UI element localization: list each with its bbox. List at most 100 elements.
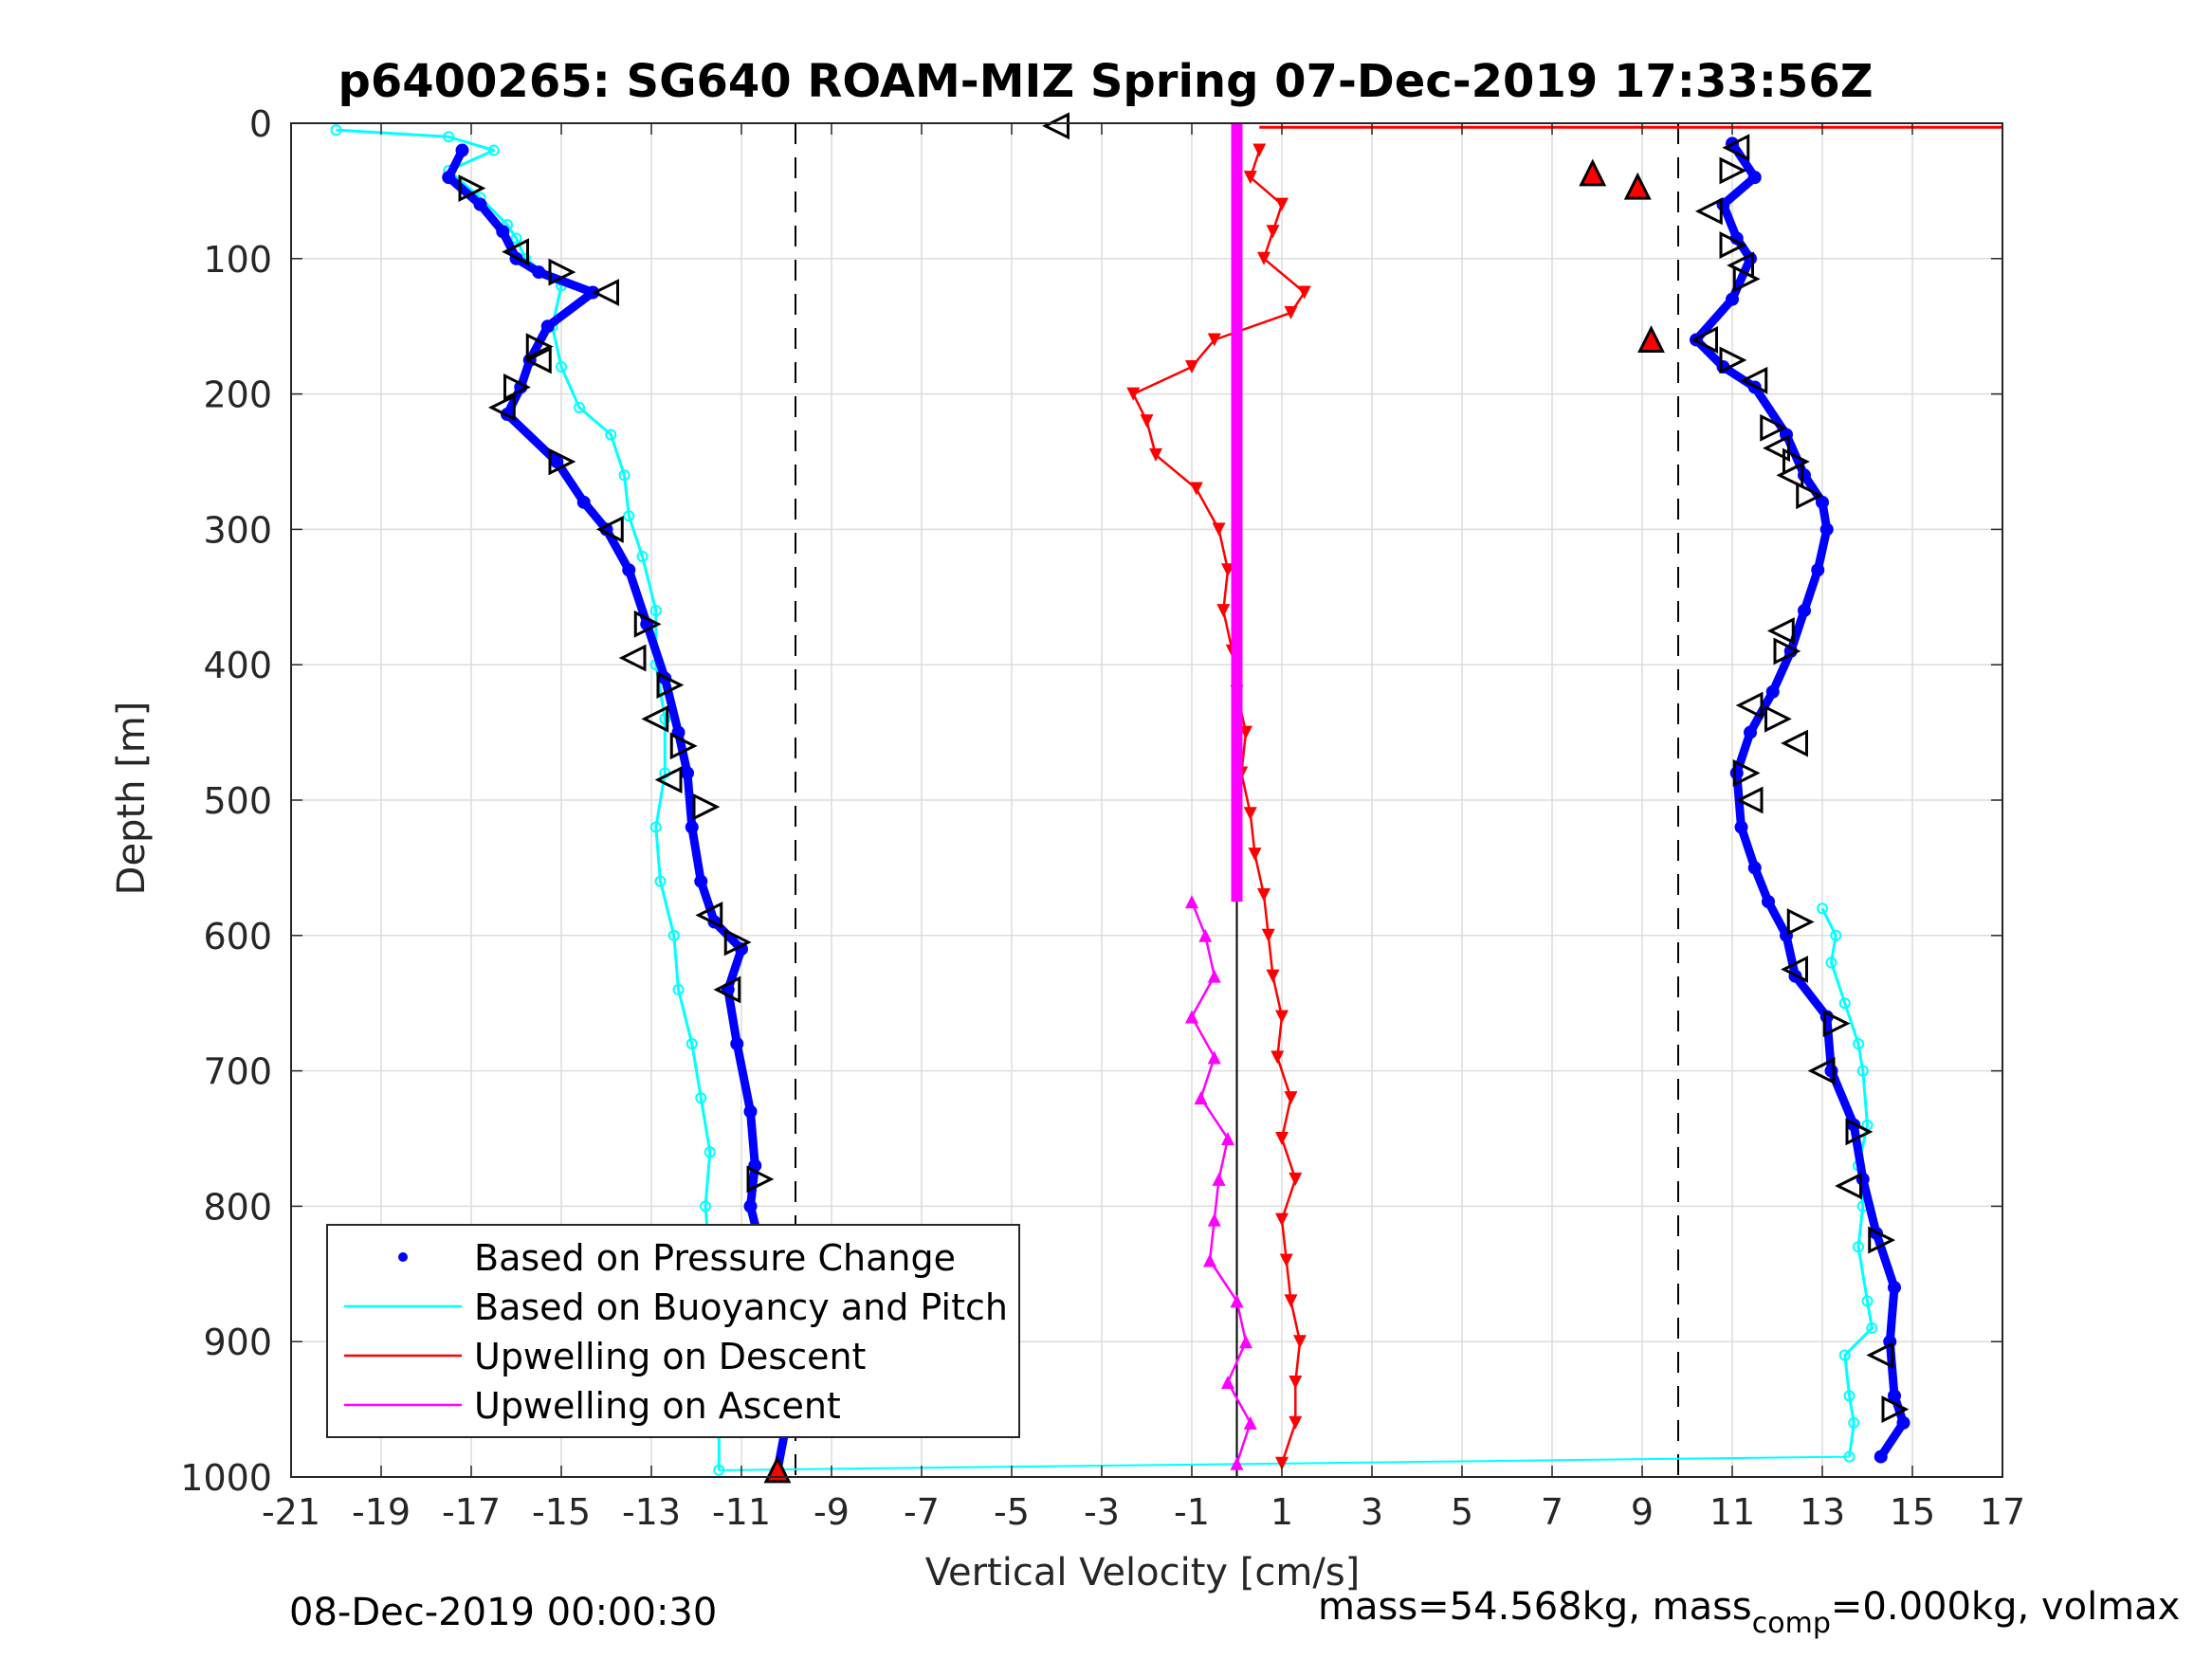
- apogee-marker: [692, 793, 721, 821]
- buoyancy-point: [1838, 1349, 1851, 1361]
- legend-label: Upwelling on Descent: [474, 1336, 866, 1377]
- y-tick-label: 600: [203, 916, 272, 957]
- x-tick-label: -19: [352, 1491, 411, 1533]
- upwelling-ascent-marker: [1230, 1456, 1244, 1470]
- apogee-marker: [656, 671, 685, 700]
- upwelling-ascent-marker: [1207, 1212, 1221, 1227]
- footer-info-suffix: =0.000kg, volmax: [1830, 1585, 2181, 1629]
- buoyancy-point: [1843, 1390, 1856, 1402]
- apogee-marker: [1732, 264, 1761, 293]
- x-tick-label: -9: [814, 1491, 850, 1533]
- legend-box: [326, 1224, 1020, 1438]
- x-tick-label: 7: [1541, 1491, 1563, 1533]
- upwelling-descent-marker: [1185, 360, 1198, 374]
- buoyancy-point: [1817, 902, 1828, 915]
- pressure-point: [743, 1104, 758, 1119]
- pressure-point: [496, 225, 510, 239]
- red-event-marker: [1579, 158, 1607, 187]
- pressure-point: [1729, 766, 1744, 780]
- pressure-point: [1874, 1449, 1888, 1464]
- buoyancy-point: [654, 875, 667, 887]
- upwelling-descent-marker: [1266, 969, 1280, 983]
- pressure-point: [685, 820, 699, 834]
- apogee-marker: [1719, 346, 1747, 374]
- upwelling-descent-marker: [1216, 604, 1231, 618]
- apogee-marker: [1722, 134, 1750, 162]
- apogee-marker: [1763, 434, 1790, 463]
- upwelling-ascent-marker: [1239, 1335, 1252, 1349]
- pressure-point: [1816, 495, 1829, 509]
- buoyancy-point: [443, 131, 455, 143]
- buoyancy-point: [636, 550, 649, 562]
- apogee-marker: [1881, 1395, 1910, 1424]
- apogee-marker: [695, 901, 723, 929]
- upwelling-ascent-marker: [1203, 1253, 1216, 1267]
- x-axis-label: Vertical Velocity [cm/s]: [925, 1551, 1361, 1595]
- apogee-marker: [1786, 908, 1815, 936]
- upwelling-descent-marker: [1284, 1091, 1298, 1105]
- pressure-point: [442, 171, 456, 185]
- x-tick-label: 1: [1271, 1491, 1293, 1533]
- buoyancy-point: [704, 1146, 716, 1158]
- series-layer: [330, 112, 2002, 1484]
- pressure-point: [622, 563, 636, 577]
- x-tick-label: -5: [994, 1491, 1030, 1533]
- pressure-point: [550, 455, 564, 468]
- x-tick-label: 17: [1980, 1491, 2025, 1533]
- footer-info-sub: comp: [1751, 1607, 1831, 1640]
- pressure-point: [1765, 684, 1780, 699]
- apogee-marker: [641, 704, 669, 733]
- x-tick-label: -21: [262, 1491, 320, 1533]
- upwelling-descent-marker: [1275, 1212, 1289, 1227]
- y-tick-label: 900: [203, 1322, 272, 1363]
- upwelling-descent-marker: [1293, 1335, 1307, 1349]
- pressure-point: [1734, 820, 1748, 834]
- pressure-point: [473, 197, 487, 211]
- apogee-marker: [1845, 1118, 1874, 1146]
- buoyancy-point: [1848, 1416, 1860, 1429]
- apogee-marker: [669, 732, 698, 760]
- upwelling-descent-marker: [1279, 1253, 1293, 1267]
- y-tick-label: 500: [203, 780, 272, 822]
- upwelling-descent-marker: [1149, 447, 1162, 462]
- buoyancy-point: [695, 1092, 707, 1104]
- upwelling-descent-marker: [1275, 1010, 1289, 1024]
- buoyancy-point: [667, 929, 680, 941]
- pressure-point: [1798, 468, 1811, 483]
- y-tick-label: 1000: [180, 1457, 272, 1499]
- legend-swatch: [398, 1252, 408, 1262]
- buoyancy-point: [1838, 997, 1851, 1010]
- pressure-point: [1824, 1064, 1838, 1078]
- pressure-point: [1798, 604, 1811, 618]
- apogee-marker: [1776, 461, 1804, 489]
- buoyancy-point: [1830, 929, 1842, 941]
- y-axis-label: Depth [m]: [110, 702, 154, 896]
- buoyancy-point: [686, 1038, 698, 1050]
- legend: Based on Pressure Change Based on Buoyanc…: [326, 1224, 1020, 1438]
- y-tick-label: 700: [203, 1051, 272, 1093]
- buoyancy-point: [487, 144, 500, 156]
- buoyancy-point: [659, 713, 671, 725]
- footer-timestamp: 08-Dec-2019 00:00:30: [289, 1591, 718, 1634]
- apogee-marker: [1760, 413, 1788, 442]
- apogee-marker: [1807, 1057, 1836, 1085]
- upwelling-ascent-marker: [1221, 1376, 1234, 1390]
- buoyancy-point: [649, 605, 662, 617]
- upwelling-descent-marker: [1243, 171, 1257, 185]
- upwelling-descent-marker: [1289, 1376, 1303, 1390]
- pressure-point: [1888, 1281, 1901, 1295]
- upwelling-ascent-marker: [1198, 928, 1213, 942]
- apogee-marker: [1719, 231, 1747, 259]
- buoyancy-point: [1853, 1241, 1864, 1253]
- upwelling-descent-marker: [1275, 1456, 1289, 1470]
- apogee-marker: [633, 610, 662, 638]
- pressure-point: [532, 265, 546, 280]
- upwelling-descent-marker: [1275, 197, 1289, 211]
- x-tick-label: 15: [1890, 1491, 1935, 1533]
- x-tick-label: -11: [712, 1491, 771, 1533]
- upwelling-ascent-marker: [1212, 1172, 1226, 1186]
- buoyancy-point: [1856, 1065, 1869, 1077]
- upwelling-descent-marker: [1257, 251, 1271, 265]
- apogee-marker: [1764, 704, 1792, 733]
- red-event-marker: [1623, 172, 1652, 200]
